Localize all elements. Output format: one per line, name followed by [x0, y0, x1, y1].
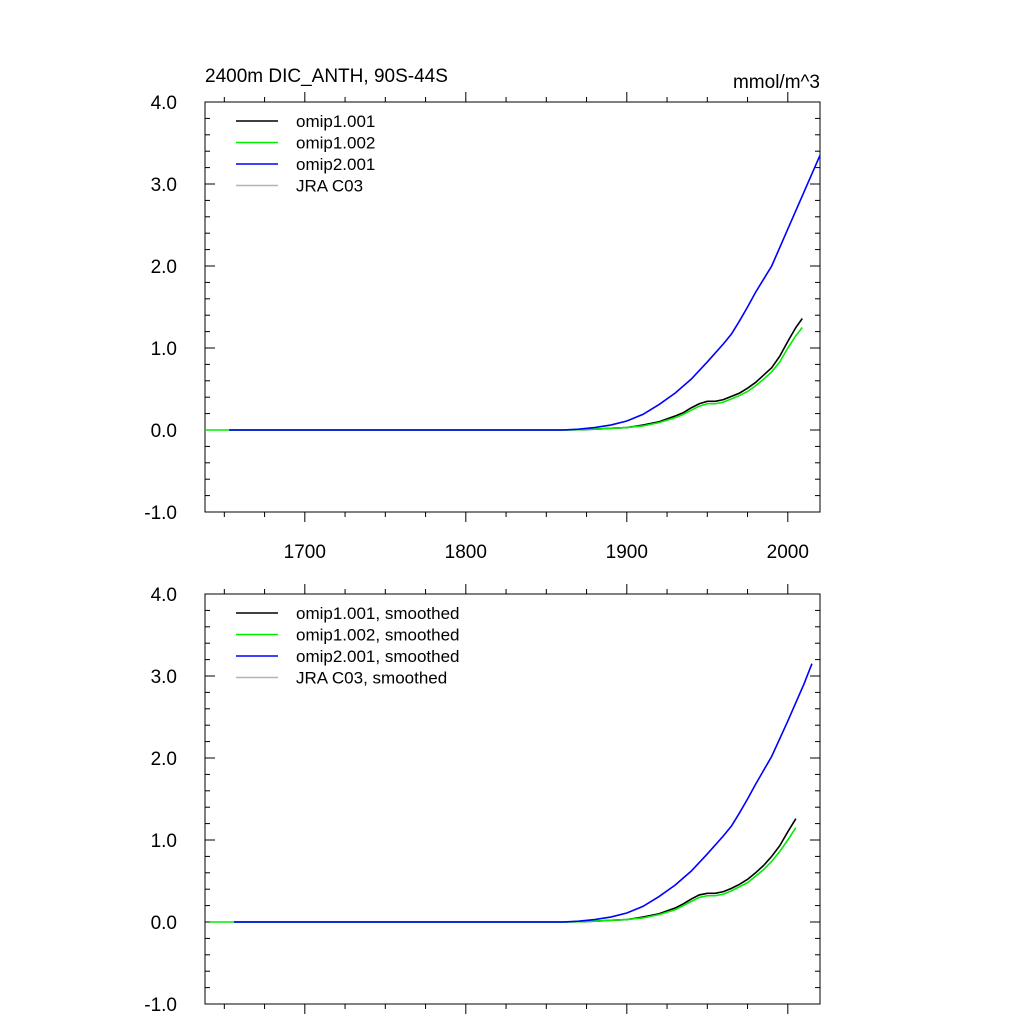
- legend: omip1.001 omip1.002 omip2.001 JRA C03: [236, 112, 375, 196]
- series-line-omip1-002-smoothed: [209, 827, 797, 923]
- y-tick-label: 0.0: [151, 913, 177, 934]
- legend-label: JRA C03: [296, 177, 363, 196]
- legend-item: omip2.001: [236, 155, 375, 174]
- legend-item: JRA C03, smoothed: [236, 669, 447, 688]
- y-axis-tick-labels: -1.0 0.0 1.0 2.0 3.0 4.0: [144, 93, 177, 524]
- y-tick-label: 2.0: [151, 749, 177, 770]
- legend-item: omip1.001, smoothed: [236, 604, 460, 623]
- chart-title: 2400m DIC_ANTH, 90S-44S: [205, 66, 448, 87]
- series-line-omip1-001: [229, 318, 803, 431]
- series-line-omip1-001-smoothed: [233, 818, 797, 923]
- legend-item: omip2.001, smoothed: [236, 647, 460, 666]
- plot-frame: [204, 101, 821, 513]
- legend-label: omip1.002: [296, 134, 375, 153]
- legend-item: JRA C03: [236, 177, 363, 196]
- y-tick-label: 2.0: [151, 257, 177, 278]
- axis-ticks: [205, 92, 820, 522]
- series-lines: [205, 154, 821, 431]
- x-tick-label: 2000: [767, 542, 809, 563]
- legend-label: omip1.001: [296, 112, 375, 131]
- y-tick-label: 1.0: [151, 339, 177, 360]
- y-tick-label: 3.0: [151, 175, 177, 196]
- y-tick-label: 3.0: [151, 667, 177, 688]
- legend-item: omip1.001: [236, 112, 375, 131]
- y-tick-label: 0.0: [151, 421, 177, 442]
- y-tick-label: -1.0: [144, 503, 177, 524]
- legend: omip1.001, smoothed omip1.002, smoothed …: [236, 604, 460, 688]
- y-tick-label: -1.0: [144, 995, 177, 1016]
- x-tick-label: 1800: [445, 542, 487, 563]
- y-tick-label: 4.0: [151, 93, 177, 114]
- series-line-omip2-001: [229, 154, 821, 431]
- legend-item: omip1.002, smoothed: [236, 626, 460, 645]
- legend-label: omip2.001: [296, 155, 375, 174]
- y-axis-tick-labels: -1.0 0.0 1.0 2.0 3.0 4.0: [144, 585, 177, 1016]
- legend-label: omip2.001, smoothed: [296, 647, 460, 666]
- series-line-omip1-002: [205, 327, 803, 431]
- x-tick-label: 1900: [606, 542, 648, 563]
- top-panel: 2400m DIC_ANTH, 90S-44S mmol/m^3 -1.0 0.…: [144, 66, 821, 563]
- bottom-panel: -1.0 0.0 1.0 2.0 3.0 4.0 omip1.001, smoo…: [144, 584, 821, 1016]
- legend-label: JRA C03, smoothed: [296, 669, 447, 688]
- x-axis-tick-labels: 1700 1800 1900 2000: [284, 542, 809, 563]
- series-line-omip2-001-smoothed: [233, 663, 813, 923]
- legend-label: omip1.002, smoothed: [296, 626, 460, 645]
- x-tick-label: 1700: [284, 542, 326, 563]
- plot-frame: [204, 593, 821, 1005]
- series-lines: [209, 663, 813, 923]
- y-tick-label: 1.0: [151, 831, 177, 852]
- units-label: mmol/m^3: [733, 72, 820, 93]
- y-tick-label: 4.0: [151, 585, 177, 606]
- legend-item: omip1.002: [236, 134, 375, 153]
- legend-label: omip1.001, smoothed: [296, 604, 460, 623]
